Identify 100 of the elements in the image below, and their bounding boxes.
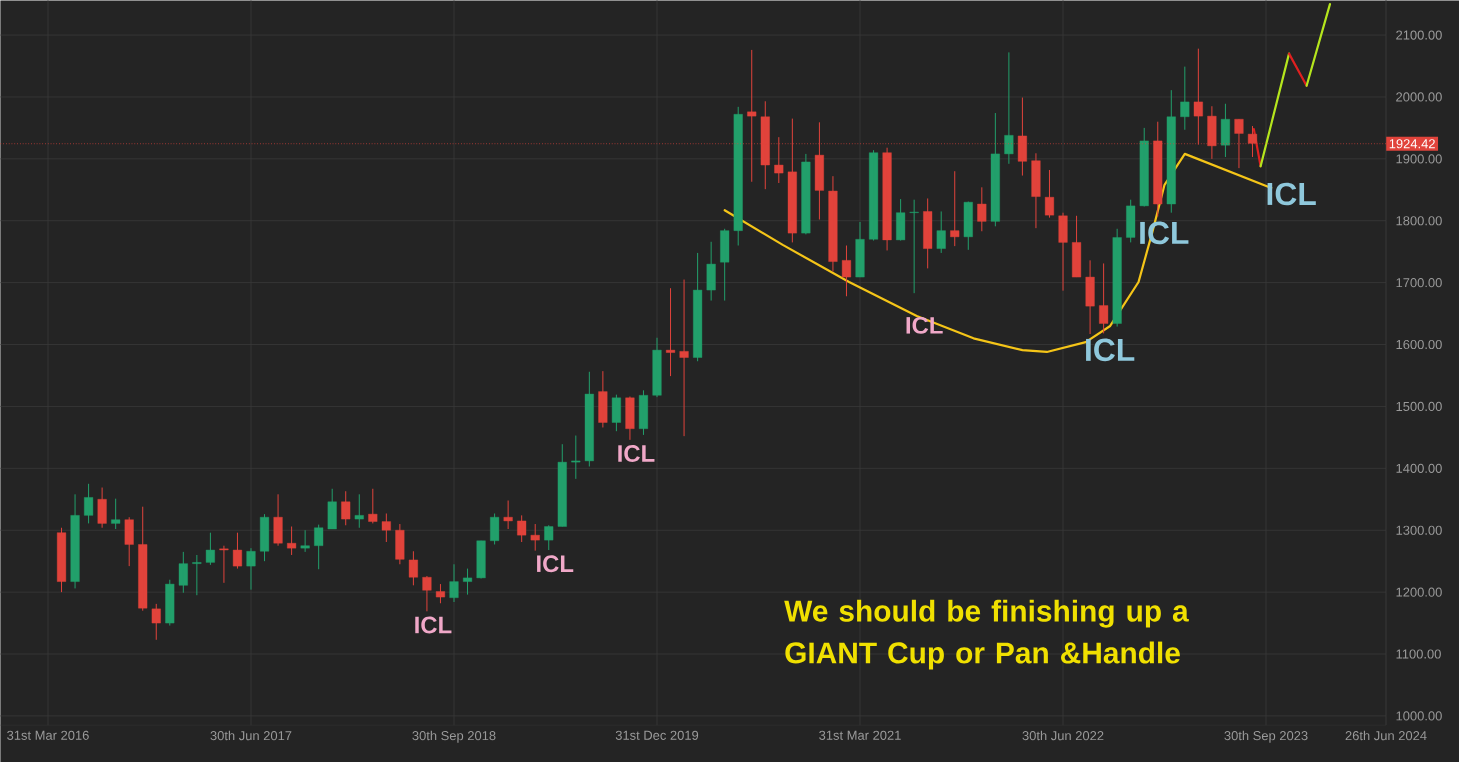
candlestick <box>1166 89 1176 214</box>
candlestick <box>598 370 608 428</box>
candlestick <box>950 170 960 247</box>
candlestick <box>219 545 229 584</box>
candlestick <box>463 568 473 595</box>
candlestick <box>909 199 919 294</box>
annotation: ICL <box>537 555 574 573</box>
candlestick <box>841 244 852 297</box>
candlestick <box>1031 152 1041 229</box>
candlestick <box>287 525 297 556</box>
candlestick <box>124 516 134 567</box>
candlestick <box>1220 103 1230 158</box>
candlestick <box>1126 199 1136 243</box>
candlestick <box>192 554 202 596</box>
candlestick <box>354 493 364 529</box>
candlestick <box>449 563 459 603</box>
candlestick <box>1099 262 1109 334</box>
candlestick <box>503 499 513 530</box>
candlestick <box>869 149 879 241</box>
annotation: We should be finishing up a GIANT Cup or Pan &Handle <box>784 599 1189 670</box>
candlestick <box>923 197 933 269</box>
candlestick <box>855 221 865 278</box>
candlestick <box>138 506 148 612</box>
candlestick <box>1058 212 1068 292</box>
candlestick <box>1004 51 1014 165</box>
annotation: ICL <box>1267 182 1316 206</box>
candlestick <box>490 512 500 545</box>
y-tick-label: 1500.00 <box>1396 401 1442 411</box>
x-tick-label: 31st Dec 2019 <box>615 730 699 740</box>
x-tick-label: 31st Mar 2016 <box>7 730 89 740</box>
candlestick <box>936 210 946 254</box>
candlestick <box>408 550 418 586</box>
x-tick-label: 31st Mar 2021 <box>819 730 901 740</box>
x-tick-label: 26th Jun 2024 <box>1345 730 1427 741</box>
candlestick <box>205 532 215 566</box>
candlestick <box>1044 169 1055 219</box>
candlestick <box>1139 127 1149 207</box>
candlestick <box>111 498 121 530</box>
y-tick-label: 1900.00 <box>1396 154 1442 164</box>
candlestick <box>977 186 987 232</box>
candlestick <box>435 583 445 604</box>
candlestick <box>990 112 1000 227</box>
annotation: ICL <box>618 444 655 462</box>
candlestick <box>1180 66 1190 131</box>
candlestick <box>300 529 310 553</box>
y-tick-label: 1600.00 <box>1396 339 1442 350</box>
x-tick-label: 30th Jun 2017 <box>210 730 292 741</box>
candlestick <box>381 512 391 543</box>
candlestick <box>1072 215 1082 278</box>
candlestick <box>246 547 256 591</box>
annotation: ICL <box>1086 338 1135 362</box>
candlestick <box>625 395 635 441</box>
candlestick <box>693 252 703 362</box>
candlestick <box>584 371 594 467</box>
candlestick <box>963 200 973 251</box>
candlestick <box>828 175 838 272</box>
y-tick-label: 1800.00 <box>1396 216 1442 226</box>
candlestick <box>557 443 567 527</box>
candlestick <box>368 488 378 524</box>
candlestick <box>544 524 554 551</box>
candlestick <box>530 523 540 552</box>
annotation: ICL <box>415 616 452 634</box>
y-tick-label: 1100.00 <box>1396 649 1441 659</box>
candlestick <box>84 483 94 524</box>
candlestick <box>178 551 188 594</box>
annotation: ICL <box>906 316 943 334</box>
candlestick <box>151 603 161 641</box>
candlestick <box>720 228 730 301</box>
candlestick <box>56 527 67 593</box>
x-tick-label: 30th Jun 2022 <box>1022 730 1104 741</box>
candlestick <box>341 490 351 526</box>
candlestick <box>571 434 581 480</box>
candlestick <box>801 153 811 235</box>
candlestick <box>395 523 405 565</box>
y-tick-label: 1000.00 <box>1396 711 1442 721</box>
candlestick <box>260 513 270 562</box>
candlestick <box>517 514 527 543</box>
candlestick <box>733 106 743 246</box>
candlestick <box>638 389 648 436</box>
candlestick <box>896 198 906 241</box>
candlestick <box>476 540 486 579</box>
candlestick <box>666 287 676 377</box>
y-tick-label: 2100.00 <box>1396 30 1442 40</box>
candlestick <box>706 241 716 301</box>
candlestick <box>314 524 324 570</box>
candlestick <box>422 575 432 612</box>
candlestick <box>327 488 337 530</box>
y-tick-label: 1200.00 <box>1396 587 1442 597</box>
y-tick-label: 1300.00 <box>1396 525 1442 535</box>
candlestick <box>97 486 107 529</box>
candlestick <box>1085 259 1095 335</box>
candlestick <box>273 493 283 547</box>
candlestick <box>1112 228 1122 327</box>
y-tick-label: 1700.00 <box>1396 277 1442 288</box>
candlestick <box>679 278 689 437</box>
candlestick <box>232 532 242 570</box>
y-tick-label: 2000.00 <box>1396 92 1442 102</box>
x-tick-label: 30th Sep 2023 <box>1224 730 1308 743</box>
candlestick <box>882 147 892 251</box>
x-tick-label: 30th Sep 2018 <box>412 730 496 743</box>
